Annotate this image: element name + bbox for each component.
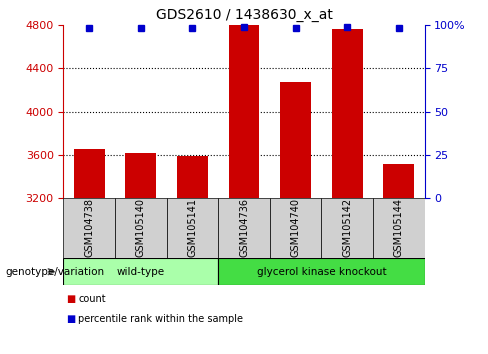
Bar [280,82,311,198]
Text: percentile rank within the sample: percentile rank within the sample [78,314,243,324]
Text: GSM105142: GSM105142 [342,198,352,257]
Bar [63,198,115,258]
Text: wild-type: wild-type [117,267,165,277]
Bar [373,198,425,258]
Text: count: count [78,294,106,304]
Text: GSM105140: GSM105140 [136,198,146,257]
Bar [63,258,218,285]
Bar [166,198,218,258]
Bar [383,164,414,198]
Text: GSM105141: GSM105141 [187,198,198,257]
Text: GSM104736: GSM104736 [239,198,249,257]
Bar [270,198,322,258]
Text: GSM104740: GSM104740 [290,198,301,257]
Bar [74,149,105,198]
Text: GSM104738: GSM104738 [84,198,94,257]
Bar [218,258,425,285]
Text: genotype/variation: genotype/variation [5,267,104,277]
Bar [125,153,156,198]
Text: ■: ■ [66,314,75,324]
Bar [115,198,166,258]
Text: ■: ■ [66,294,75,304]
Bar [218,198,270,258]
Bar [332,29,363,198]
Bar [177,156,208,198]
Text: GSM105144: GSM105144 [394,198,404,257]
Text: glycerol kinase knockout: glycerol kinase knockout [257,267,386,277]
Bar [322,198,373,258]
Bar [228,25,260,198]
Title: GDS2610 / 1438630_x_at: GDS2610 / 1438630_x_at [156,8,332,22]
